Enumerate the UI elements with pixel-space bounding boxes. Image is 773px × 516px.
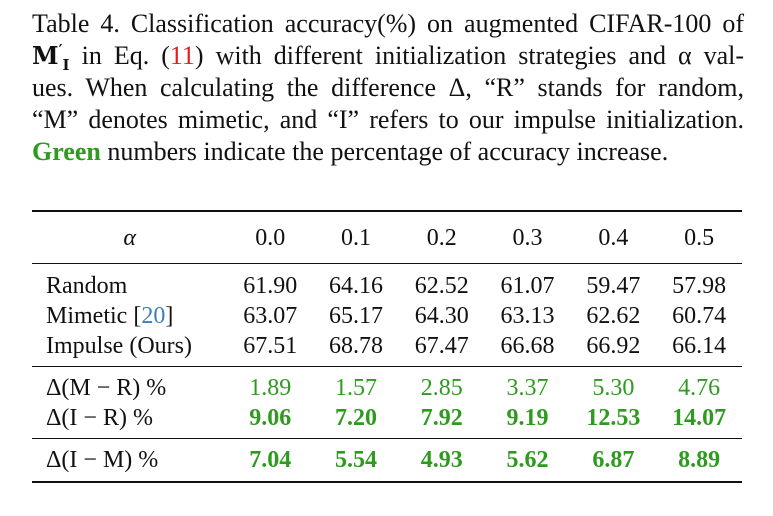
cell: 7.20 xyxy=(334,405,377,431)
cell: 59.47 xyxy=(586,273,641,299)
caption-line-4: “M” denotes mimetic, and “I” refers to o… xyxy=(32,105,744,134)
cell: 1.57 xyxy=(334,375,377,401)
cell: 61.07 xyxy=(500,273,555,299)
cell: 5.30 xyxy=(592,375,635,401)
cell: 65.17 xyxy=(328,303,383,329)
alpha-value: 0.5 xyxy=(684,224,715,251)
alpha-value: 0.4 xyxy=(598,224,629,251)
caption-line-2: M′I in Eq. (11) with different initializ… xyxy=(32,41,745,74)
cell: 5.62 xyxy=(506,447,549,473)
results-table: α 0.0 0.1 0.2 0.3 0.4 0.5 Random 61.90 6… xyxy=(32,212,742,475)
row-label: Δ(I − R) % xyxy=(46,405,153,431)
table-row: Mimetic [20] 63.07 65.17 64.30 63.13 62.… xyxy=(32,301,742,331)
model-symbol: M′I xyxy=(32,41,70,74)
cell: 1.89 xyxy=(249,375,292,401)
cell: 4.76 xyxy=(678,375,721,401)
green-word: Green xyxy=(32,137,101,166)
alpha-header: α xyxy=(123,224,136,251)
row-label: Impulse (Ours) xyxy=(46,333,192,359)
table-caption: Table 4. Classification accuracy(%) on a… xyxy=(32,8,744,168)
caption-line-3: ues. When calculating the difference Δ, … xyxy=(32,73,744,102)
cell: 7.92 xyxy=(420,405,463,431)
alpha-value: 0.1 xyxy=(340,224,371,251)
cell: 67.47 xyxy=(414,333,469,359)
cell: 63.07 xyxy=(243,303,298,329)
cell: 14.07 xyxy=(672,405,727,431)
bottom-rule xyxy=(32,481,742,483)
lower-rule xyxy=(32,438,742,439)
delta-row: Δ(I − M) % 7.04 5.54 4.93 5.62 6.87 8.89 xyxy=(32,445,742,475)
cell: 64.30 xyxy=(414,303,469,329)
cell: 6.87 xyxy=(592,447,635,473)
caption-line-5: Green numbers indicate the percentage of… xyxy=(32,137,669,166)
cell: 2.85 xyxy=(420,375,463,401)
alpha-value: 0.3 xyxy=(512,224,543,251)
table-row: Random 61.90 64.16 62.52 61.07 59.47 57.… xyxy=(32,271,742,301)
cell: 64.16 xyxy=(328,273,383,299)
cell: 8.89 xyxy=(678,447,721,473)
cell: 63.13 xyxy=(500,303,555,329)
row-label: Δ(M − R) % xyxy=(46,375,167,401)
cell: 62.62 xyxy=(586,303,641,329)
citation-link[interactable]: 20 xyxy=(141,303,166,329)
cell: 12.53 xyxy=(586,405,641,431)
row-label: Δ(I − M) % xyxy=(46,447,159,473)
delta-row: Δ(I − R) % 9.06 7.20 7.92 9.19 12.53 14.… xyxy=(32,403,742,433)
cell: 61.90 xyxy=(243,273,298,299)
caption-line-1: Table 4. Classification accuracy(%) on a… xyxy=(32,9,744,38)
cell: 3.37 xyxy=(506,375,549,401)
cell: 66.68 xyxy=(500,333,555,359)
header-rule xyxy=(32,263,742,264)
top-rule xyxy=(32,210,742,212)
cell: 9.19 xyxy=(506,405,549,431)
cell: 66.92 xyxy=(586,333,641,359)
table-label: Table 4. xyxy=(32,9,120,38)
delta-row: Δ(M − R) % 1.89 1.57 2.85 3.37 5.30 4.76 xyxy=(32,373,742,403)
cell: 66.14 xyxy=(672,333,727,359)
cell: 62.52 xyxy=(414,273,469,299)
alpha-value: 0.0 xyxy=(255,224,286,251)
cell: 68.78 xyxy=(328,333,383,359)
row-label: Random xyxy=(46,273,128,299)
cell: 60.74 xyxy=(672,303,727,329)
cell: 5.54 xyxy=(334,447,377,473)
cell: 9.06 xyxy=(249,405,292,431)
table-row: Impulse (Ours) 67.51 68.78 67.47 66.68 6… xyxy=(32,331,742,361)
cell: 67.51 xyxy=(243,333,298,359)
mid-rule xyxy=(32,366,742,367)
alpha-value: 0.2 xyxy=(426,224,457,251)
row-label: Mimetic [20] xyxy=(46,303,174,329)
header-row: α 0.0 0.1 0.2 0.3 0.4 0.5 xyxy=(32,212,742,263)
cell: 7.04 xyxy=(249,447,292,473)
cell: 4.93 xyxy=(420,447,463,473)
cell: 57.98 xyxy=(672,273,727,299)
equation-ref[interactable]: 11 xyxy=(169,41,195,70)
